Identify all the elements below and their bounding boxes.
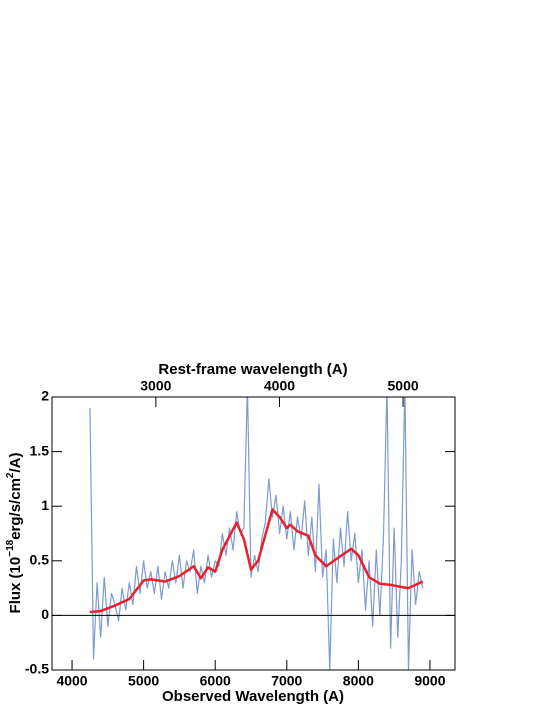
x2-tick-label: 5000 bbox=[388, 378, 419, 394]
y-tick-label: 1.5 bbox=[30, 442, 50, 458]
x-tick-label: 7000 bbox=[271, 673, 302, 689]
y-tick-label: 0 bbox=[41, 606, 49, 622]
plot-frame bbox=[51, 396, 456, 671]
x-tick-label: 6000 bbox=[200, 673, 231, 689]
x2-tick-label: 4000 bbox=[264, 378, 295, 394]
y-tick-label: -0.5 bbox=[25, 661, 49, 677]
x-tick-label: 4000 bbox=[56, 673, 87, 689]
spectrum-line bbox=[89, 397, 424, 670]
x-tick-label: 8000 bbox=[343, 673, 374, 689]
x-axis-label: Observed Wavelength (A) bbox=[162, 688, 344, 705]
plot-area bbox=[89, 397, 424, 670]
y-axis-label-part: −18 bbox=[5, 539, 16, 556]
y-axis-label-part: erg/s/cm bbox=[7, 478, 24, 540]
x-tick-label: 5000 bbox=[128, 673, 159, 689]
y-axis-label: Flux (10−18erg/s/cm2/A) bbox=[5, 453, 24, 614]
y-tick-label: 0.5 bbox=[30, 552, 50, 568]
y-axis-label-part: /A) bbox=[7, 453, 24, 473]
x2-tick-label: 3000 bbox=[140, 378, 171, 394]
y-tick-label: 2 bbox=[41, 388, 49, 404]
x2-axis-label: Rest-frame wavelength (A) bbox=[158, 361, 347, 378]
spectrum-line bbox=[89, 508, 424, 614]
x-tick-label: 9000 bbox=[414, 673, 445, 689]
y-axis-label-part: 2 bbox=[5, 472, 16, 478]
y-tick-label: 1 bbox=[41, 497, 49, 513]
y-axis-label-part: Flux (10 bbox=[7, 557, 24, 614]
